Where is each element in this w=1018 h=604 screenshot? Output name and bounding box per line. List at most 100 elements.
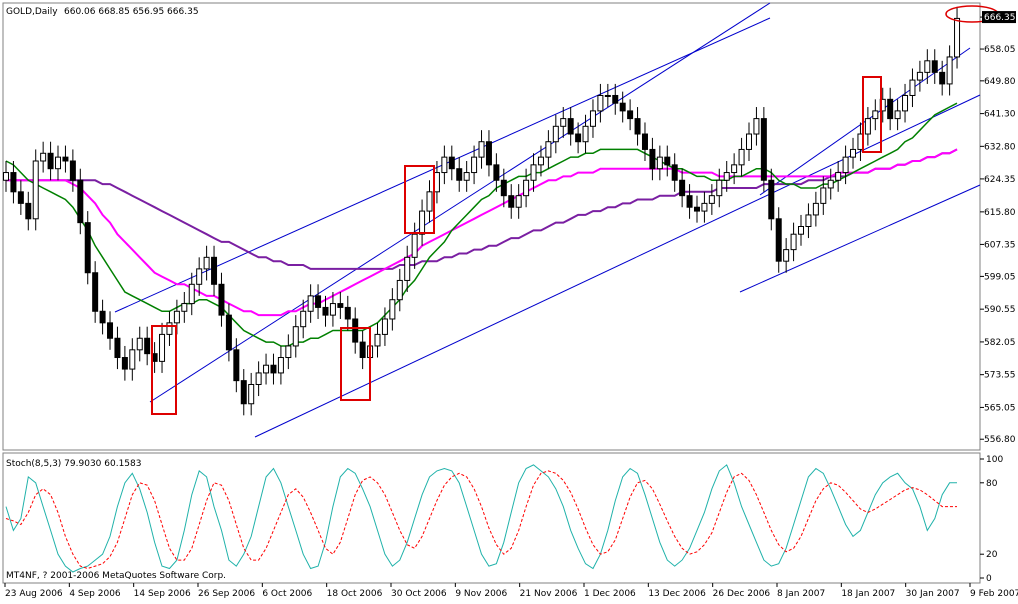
candle-up [515,195,522,208]
candle-down [77,179,84,224]
date-tick-label: 6 Oct 2006 [262,589,312,599]
candle-up [255,372,262,385]
candle-up [173,310,180,324]
candle-up [285,345,292,359]
stoch-tick-label: 80 [986,479,998,489]
candle-up [433,172,440,193]
candle-down [114,337,121,359]
price-tick-label: 573.55 [984,371,1016,381]
candle-up [248,383,255,405]
axes-layer: 666.35 658.05 649.80 641.30 632.80 624.35 615.… [4,11,1018,599]
candle-down [233,349,240,382]
candle-up [731,164,738,174]
candle-down [225,314,232,351]
highlight-boxes-layer [151,5,999,415]
candle-up [307,295,314,312]
candle-down [121,357,128,370]
candle-up [478,141,485,158]
candle-down [62,156,69,162]
candle-down [760,118,767,181]
candle-up [129,349,136,370]
candle-up [783,249,790,262]
candle-down [270,364,277,374]
candle-up [419,210,426,235]
candle-up [381,318,388,335]
candle-up [471,156,478,174]
candle-up [746,133,752,150]
chart-symbol: GOLD,Daily [6,7,58,17]
date-tick-label: 9 Feb 2007 [970,589,1018,599]
candle-up [300,310,307,328]
price-tick-label: 641.30 [984,110,1016,120]
candle-down [612,94,619,104]
price-tick-label: 556.80 [984,435,1016,445]
candle-down [485,141,492,166]
candle-up [374,333,381,347]
candle-up [463,172,470,181]
ma-green-line [5,102,958,347]
date-tick-label: 26 Dec 2006 [713,589,771,599]
candle-up [716,179,723,197]
candle-down [931,60,938,73]
price-tick-label: 632.80 [984,142,1016,152]
candle-up [723,172,730,181]
candle-down [92,272,99,312]
candle-up [812,202,819,216]
stoch-main-line [5,464,957,573]
candle-down [679,179,686,197]
candle-up [277,357,284,374]
candle-down [315,295,322,308]
date-tick-label: 4 Sep 2006 [69,589,121,599]
candle-up [530,164,537,181]
date-tick-label: 26 Sep 2006 [198,589,255,599]
candles-layer [3,6,961,416]
candle-up [805,214,812,227]
candle-up [850,148,857,158]
candle-down [107,322,114,339]
stoch-label: Stoch(8,5,3) 79.9030 60.1583 [6,459,141,469]
highlight-box [862,76,882,153]
price-tick-label: 565.05 [984,403,1016,413]
candle-up [560,118,567,127]
candle-down [456,168,463,181]
candle-up [389,299,396,320]
candle-down [69,160,76,181]
candle-up [753,118,760,135]
date-tick-label: 21 Nov 2006 [520,589,578,599]
candle-up [188,283,195,305]
price-tick-label: 624.35 [984,175,1016,185]
candle-down [939,71,946,85]
candle-down [671,164,678,181]
candle-down [352,318,359,343]
candle-up [32,160,39,220]
channel-line [739,184,981,293]
candle-down [359,341,366,359]
candle-up [159,333,166,362]
candle-up [589,110,596,127]
candle-up [196,268,203,285]
candle-up [842,156,849,174]
candle-up [872,110,879,120]
date-tick-label: 8 Jan 2007 [777,589,825,599]
candle-up [827,179,834,189]
candle-up [835,172,842,181]
date-tick-label: 18 Jan 2007 [841,589,895,599]
candle-up [790,233,797,251]
candle-up [946,56,953,85]
candle-up [604,94,611,97]
candle-up [545,141,552,158]
candle-up [136,337,143,351]
candle-up [701,202,708,212]
candle-down [575,133,582,143]
candle-down [768,179,775,220]
candle-down [567,118,574,135]
candle-down [887,98,894,120]
candle-down [500,179,507,197]
date-tick-label: 9 Nov 2006 [455,589,507,599]
candle-down [634,118,641,135]
highlight-box [340,327,371,401]
date-tick-label: 30 Oct 2006 [391,589,447,599]
chart-ohlc: 660.06 668.85 656.95 666.35 [64,7,199,17]
date-tick-label: 18 Oct 2006 [327,589,383,599]
